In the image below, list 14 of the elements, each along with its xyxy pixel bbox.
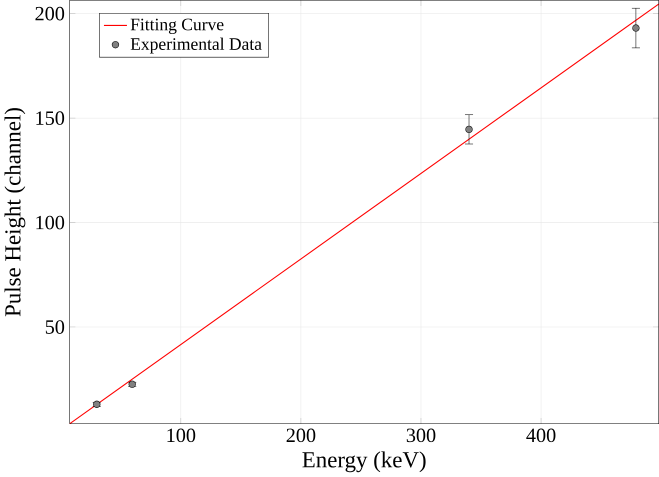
- legend-label: Experimental Data: [130, 38, 262, 54]
- y-tick-label: 100: [36, 216, 64, 230]
- x-axis-title: Energy (keV): [302, 452, 426, 472]
- x-tick-label: 400: [526, 428, 556, 442]
- x-tick-label: 200: [286, 428, 316, 442]
- y-axis-title: Pulse Height (channel): [4, 108, 26, 316]
- x-tick-label: 100: [167, 428, 196, 442]
- y-tick-label: 150: [36, 111, 64, 126]
- point: [465, 126, 473, 134]
- x-tick-label: 300: [406, 428, 436, 442]
- legend-label: Fitting Curve: [130, 18, 224, 34]
- y-tick-label: 50: [46, 320, 64, 334]
- point: [632, 24, 640, 32]
- y-tick-label: 200: [35, 6, 64, 21]
